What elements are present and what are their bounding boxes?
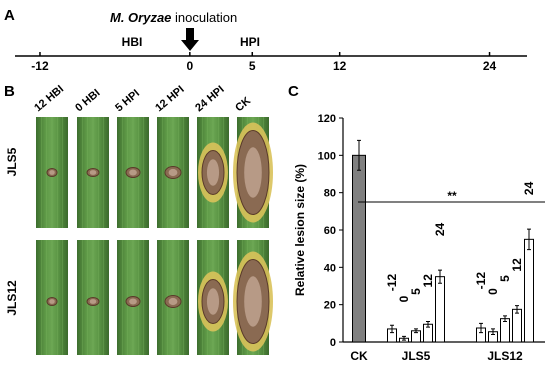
error-bar [479,322,483,334]
bar [352,154,366,343]
group-label: CK [350,349,368,363]
error-bar [438,269,442,284]
y-tick-label: 20 [324,300,336,312]
timeline-tick-label: 12 [333,59,347,73]
lesion-center [206,159,220,186]
timeline-title: M. Oryzae inoculation [110,10,237,25]
row-label: JLS12 [5,280,19,316]
bar-label: 5 [409,288,423,295]
bar-label: 0 [397,295,411,302]
lesion-center [49,299,55,304]
error-bar [414,328,418,334]
bar [435,276,445,343]
inoculation-arrow [181,28,199,51]
lesion-center [129,298,137,305]
significance-label: ** [447,189,457,203]
y-tick-label: 0 [330,337,336,349]
bar-label: 5 [498,275,512,282]
hbi-label: HBI [122,35,143,49]
bar-label: 24 [433,222,447,236]
lesion-center [244,276,262,327]
error-bar [426,320,430,328]
pathogen-name: M. Oryzae [110,10,171,25]
panel-label: A [4,7,15,24]
y-tick-label: 40 [324,262,336,274]
panel-label: B [4,83,15,100]
error-bar [357,139,361,171]
timeline-tick-label: -12 [31,59,49,73]
bar [524,238,534,343]
lesion-center [206,288,220,315]
bar-label: 12 [421,274,435,288]
y-tick-label: 120 [318,113,336,125]
column-label: 24 HPI [193,83,226,114]
column-label: 0 HBI [73,87,102,114]
panel-label: C [288,83,299,100]
bar-label: 12 [510,258,524,272]
error-bar [503,315,507,322]
column-label: 5 HPI [113,87,142,114]
error-bar [515,305,519,314]
lesion-center [168,297,178,306]
bar-label: 0 [486,288,500,295]
title-rest: inoculation [171,10,237,25]
column-label: CK [233,95,253,114]
bar-label: -12 [385,274,399,292]
column-label: 12 HBI [32,83,66,114]
error-bar [527,228,531,251]
error-bar [491,328,495,336]
group-label: JLS5 [402,349,431,363]
y-axis-title: Relative lesion size (%) [293,164,307,296]
lesion-center [168,168,178,177]
lesion-center [89,299,97,304]
timeline-tick-label: 5 [249,59,256,73]
y-tick-label: 80 [324,188,336,200]
bar [512,308,522,343]
bar-label: 24 [522,181,536,195]
error-bar [402,335,406,341]
bar-label: -12 [474,272,488,290]
lesion-center [49,170,55,175]
error-bar [390,324,394,334]
group-label: JLS12 [487,349,523,363]
lesion-center [129,169,137,176]
hpi-label: HPI [240,35,260,49]
timeline-tick-label: 0 [186,59,193,73]
lesion-center [244,147,262,198]
y-tick-label: 100 [318,150,336,162]
bar [500,318,510,343]
y-tick-label: 60 [324,225,336,237]
row-label: JLS5 [5,147,19,176]
column-label: 12 HPI [153,83,186,114]
lesion-center [89,170,97,175]
timeline-tick-label: 24 [483,59,497,73]
